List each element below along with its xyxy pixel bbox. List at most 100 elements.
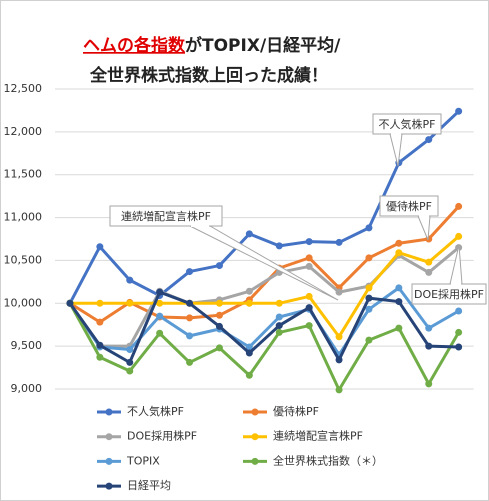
point	[156, 329, 164, 337]
point	[425, 268, 433, 276]
legend-label: 全世界株式指数（＊）	[273, 453, 383, 467]
callout-text: 不人気株PF	[379, 117, 436, 131]
point	[156, 312, 164, 320]
point	[186, 268, 194, 276]
point	[365, 336, 373, 344]
point	[245, 343, 253, 351]
callout-box	[379, 195, 439, 217]
point	[305, 262, 313, 270]
point	[96, 341, 104, 349]
legend-label: TOPIX	[126, 454, 160, 467]
point	[335, 356, 343, 364]
point	[126, 276, 134, 284]
point	[365, 294, 373, 302]
point	[186, 332, 194, 340]
point	[395, 298, 403, 306]
y-tick-label: 10,500	[4, 253, 43, 266]
point	[455, 328, 463, 336]
legend-marker	[251, 408, 259, 416]
callout-box	[411, 283, 487, 305]
point	[245, 299, 253, 307]
point	[305, 322, 313, 330]
callout-box	[109, 205, 223, 227]
series-line	[69, 205, 460, 324]
point	[425, 258, 433, 266]
point	[335, 386, 343, 394]
point	[96, 318, 104, 326]
callout-text: 連続増配宣言株PF	[121, 209, 211, 223]
legend-label: 不人気株PF	[127, 404, 184, 418]
point	[126, 346, 134, 354]
point	[215, 311, 223, 319]
point	[126, 367, 134, 375]
y-tick-label: 9,500	[11, 339, 43, 352]
point	[305, 292, 313, 300]
point	[275, 313, 283, 321]
point	[275, 242, 283, 250]
series-line	[68, 286, 460, 357]
point	[215, 299, 223, 307]
point	[245, 349, 253, 357]
point	[335, 238, 343, 246]
point	[365, 284, 373, 292]
point	[425, 342, 433, 350]
point	[215, 344, 223, 352]
series-line	[69, 235, 460, 339]
legend-marker	[251, 433, 259, 441]
point	[425, 324, 433, 332]
point	[365, 224, 373, 232]
y-tick-label: 11,000	[4, 211, 43, 224]
point	[96, 243, 104, 251]
point	[186, 358, 194, 366]
callout-box	[372, 113, 442, 135]
title-part: ヘムの各指数	[83, 35, 186, 56]
point	[395, 239, 403, 247]
point	[275, 322, 283, 330]
point	[455, 107, 463, 115]
point	[215, 262, 223, 270]
callout-text: 優待株PF	[386, 199, 432, 213]
title-part: がTOPIX/日経平均/	[185, 35, 341, 56]
point	[335, 288, 343, 296]
point	[186, 314, 194, 322]
point	[395, 284, 403, 292]
point	[245, 287, 253, 295]
point	[455, 202, 463, 210]
point	[365, 305, 373, 313]
legend-marker	[105, 457, 113, 465]
point	[425, 380, 433, 388]
callout-text: DOE採用株PF	[414, 287, 484, 301]
point	[455, 343, 463, 351]
point	[126, 299, 134, 307]
series-line	[68, 110, 460, 304]
series-line	[68, 290, 459, 364]
point	[275, 299, 283, 307]
point	[365, 254, 373, 262]
y-tick-label: 11,500	[4, 168, 43, 181]
legend-marker	[251, 457, 259, 465]
point	[96, 299, 104, 307]
point	[305, 304, 313, 312]
point	[395, 249, 403, 257]
y-tick-label: 12,000	[4, 125, 43, 138]
legend-marker	[105, 433, 113, 441]
point	[455, 232, 463, 240]
point	[156, 288, 164, 296]
point	[215, 322, 223, 330]
point	[156, 299, 164, 307]
point	[126, 358, 134, 366]
legend-label: 優待株PF	[273, 404, 319, 418]
point	[245, 230, 253, 238]
y-tick-label: 12,500	[4, 82, 43, 95]
point	[245, 371, 253, 379]
point	[455, 307, 463, 315]
y-tick-label: 9,000	[11, 382, 43, 395]
point	[275, 328, 283, 336]
legend-label: DOE採用株PF	[127, 429, 197, 443]
point	[395, 324, 403, 332]
point	[305, 238, 313, 246]
point	[425, 136, 433, 144]
y-tick-label: 10,000	[4, 296, 43, 309]
legend-label: 連続増配宣言株PF	[273, 429, 363, 443]
